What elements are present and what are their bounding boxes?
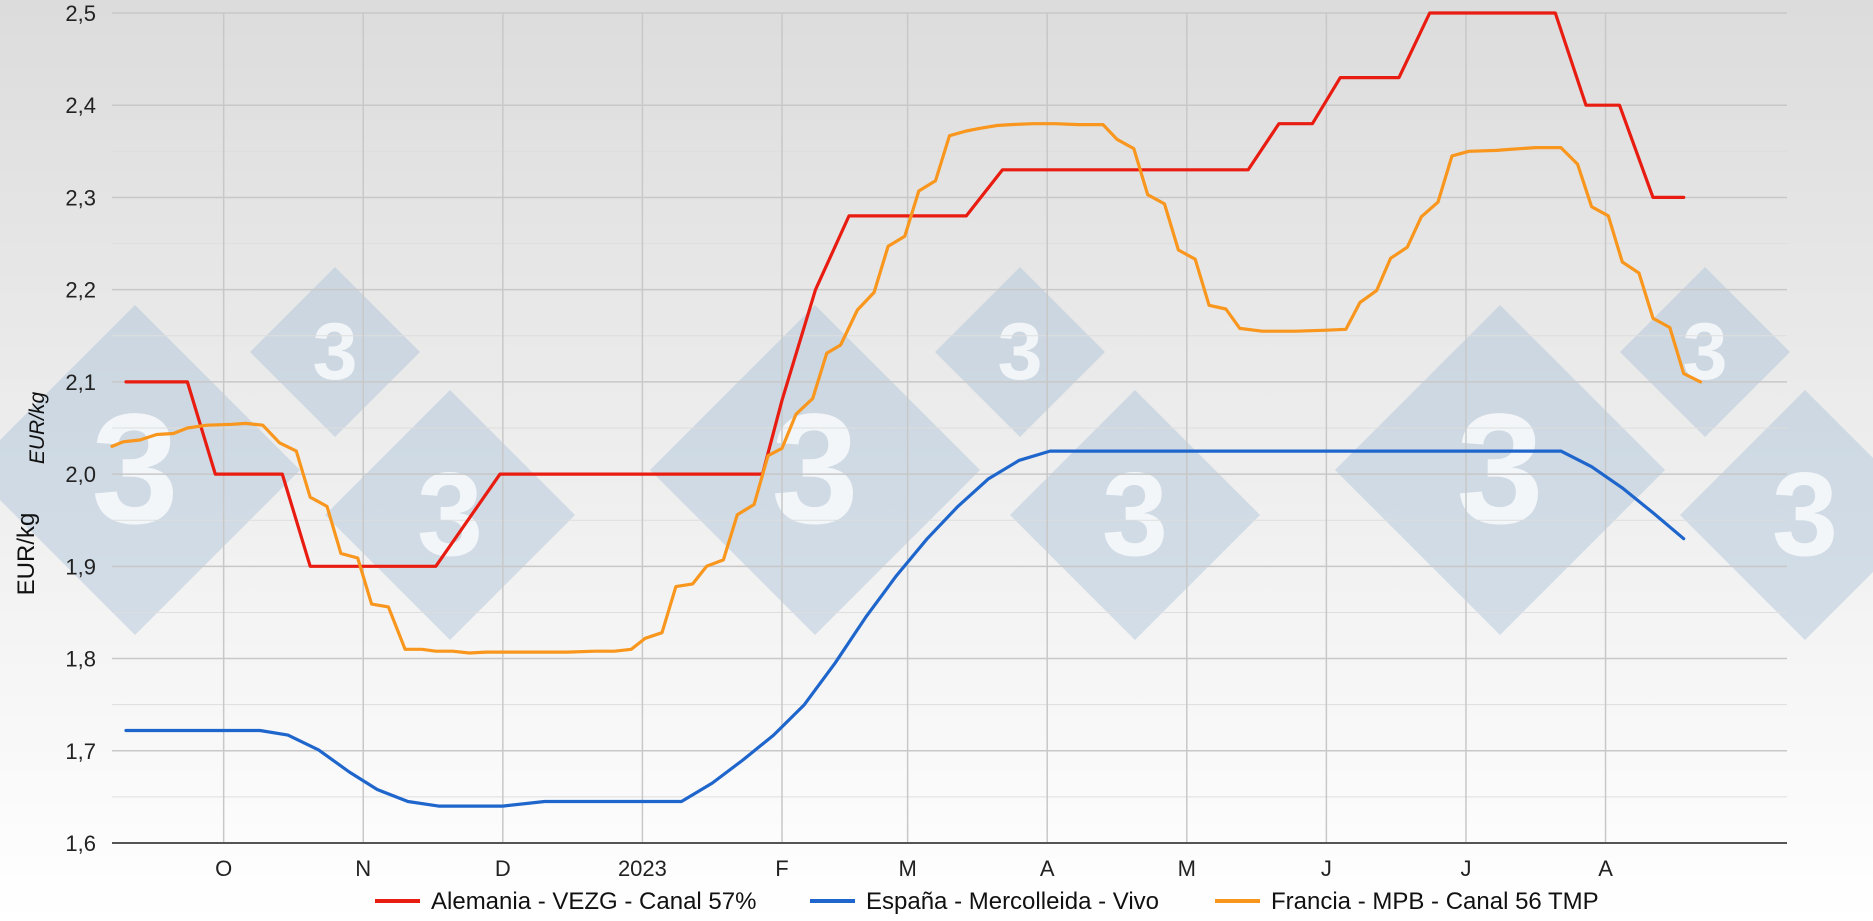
watermark-diamond bbox=[1680, 390, 1873, 640]
watermark-glyph: 3 bbox=[771, 382, 858, 557]
y-axis-secondary-label: EUR/kg bbox=[26, 392, 49, 465]
watermark-glyph: 3 bbox=[1456, 382, 1543, 557]
y-tick-label: 2,1 bbox=[65, 370, 96, 395]
watermark-glyph: 3 bbox=[1102, 448, 1168, 581]
y-axis-label: EUR/kg bbox=[13, 513, 40, 596]
y-tick-label: 2,4 bbox=[65, 93, 96, 118]
y-tick-label: 2,5 bbox=[65, 1, 96, 26]
watermark-diamond bbox=[1335, 305, 1665, 635]
legend-label: Francia - MPB - Canal 56 TMP bbox=[1271, 888, 1599, 915]
x-tick-label: M bbox=[898, 856, 916, 881]
x-tick-label: M bbox=[1178, 856, 1196, 881]
watermark-logo: 3 bbox=[1680, 390, 1873, 640]
watermark-glyph: 3 bbox=[91, 382, 178, 557]
x-tick-label: O bbox=[215, 856, 232, 881]
legend: Alemania - VEZG - Canal 57% España - Merc… bbox=[375, 888, 1599, 915]
axes: 1,6 1,7 1,8 1,9 2,0 2,1 2,2 2,3 2,4 2,5 O N D 2023 F M A… bbox=[65, 1, 1787, 881]
series-line bbox=[110, 122, 1703, 655]
y-tick-label: 2,3 bbox=[65, 185, 96, 210]
watermark-glyph: 3 bbox=[1682, 307, 1727, 397]
y-tick-label: 2,0 bbox=[65, 462, 96, 487]
x-tick-label: 2023 bbox=[618, 856, 667, 881]
watermark-logo: 3 bbox=[935, 267, 1105, 437]
y-tick-label: 2,2 bbox=[65, 278, 96, 303]
y-tick-label: 1,8 bbox=[65, 647, 96, 672]
watermark-diamond bbox=[325, 390, 575, 640]
gridlines bbox=[112, 12, 1787, 843]
series-lines bbox=[110, 11, 1703, 808]
watermark-layer: 333 333 333 bbox=[0, 267, 1873, 640]
watermark-diamond bbox=[650, 305, 980, 635]
series-line bbox=[124, 449, 1686, 808]
series-line bbox=[124, 11, 1686, 568]
x-tick-label: J bbox=[1460, 856, 1471, 881]
y-tick-label: 1,9 bbox=[65, 554, 96, 579]
watermark-diamond bbox=[1620, 267, 1790, 437]
legend-label: Alemania - VEZG - Canal 57% bbox=[431, 888, 756, 915]
watermark-diamond bbox=[250, 267, 420, 437]
x-tick-label: D bbox=[495, 856, 511, 881]
watermark-logo: 3 bbox=[0, 305, 300, 635]
x-tick-label: A bbox=[1598, 856, 1613, 881]
watermark-logo: 3 bbox=[1335, 305, 1665, 635]
x-tick-label: F bbox=[775, 856, 788, 881]
legend-label: España - Mercolleida - Vivo bbox=[866, 888, 1159, 915]
watermark-diamond bbox=[0, 305, 300, 635]
watermark-logo: 3 bbox=[650, 305, 980, 635]
watermark-glyph: 3 bbox=[997, 307, 1042, 397]
y-tick-label: 1,6 bbox=[65, 831, 96, 856]
x-tick-label: N bbox=[355, 856, 371, 881]
watermark-glyph: 3 bbox=[1772, 448, 1838, 581]
x-tick-label: A bbox=[1040, 856, 1055, 881]
y-tick-label: 1,7 bbox=[65, 739, 96, 764]
watermark-logo: 3 bbox=[250, 267, 420, 437]
watermark-diamond bbox=[935, 267, 1105, 437]
x-tick-label: J bbox=[1321, 856, 1332, 881]
watermark-glyph: 3 bbox=[312, 307, 357, 397]
